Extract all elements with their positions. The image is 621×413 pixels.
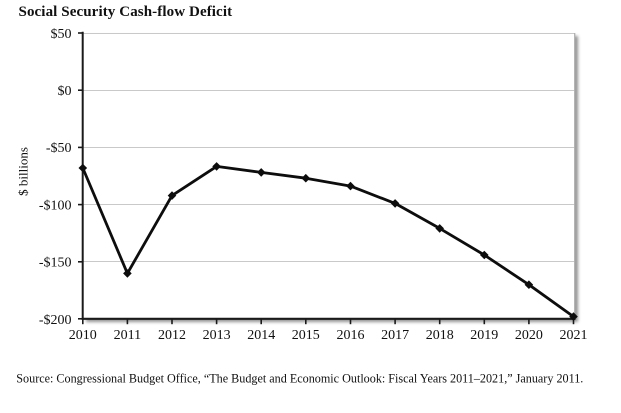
svg-text:2016: 2016 bbox=[337, 328, 365, 343]
svg-text:-$200: -$200 bbox=[39, 313, 72, 328]
svg-text:2020: 2020 bbox=[515, 328, 543, 343]
svg-text:$0: $0 bbox=[58, 84, 72, 99]
svg-text:2012: 2012 bbox=[158, 328, 186, 343]
svg-text:-$100: -$100 bbox=[39, 198, 72, 213]
svg-text:$ billions: $ billions bbox=[16, 147, 31, 196]
svg-text:2019: 2019 bbox=[470, 328, 498, 343]
svg-text:Source: Congressional Budget O: Source: Congressional Budget Office, “Th… bbox=[16, 372, 583, 386]
svg-text:$50: $50 bbox=[51, 27, 72, 42]
svg-text:2013: 2013 bbox=[203, 328, 231, 343]
svg-text:2010: 2010 bbox=[69, 328, 97, 343]
svg-text:-$150: -$150 bbox=[39, 256, 72, 271]
svg-text:2018: 2018 bbox=[426, 328, 454, 343]
svg-text:2014: 2014 bbox=[247, 328, 275, 343]
svg-text:2011: 2011 bbox=[114, 328, 141, 343]
svg-text:-$50: -$50 bbox=[46, 141, 72, 156]
svg-text:2017: 2017 bbox=[381, 328, 409, 343]
svg-text:2015: 2015 bbox=[292, 328, 320, 343]
svg-text:Social Security Cash-flow Defi: Social Security Cash-flow Deficit bbox=[19, 4, 233, 20]
svg-text:2021: 2021 bbox=[560, 328, 588, 343]
